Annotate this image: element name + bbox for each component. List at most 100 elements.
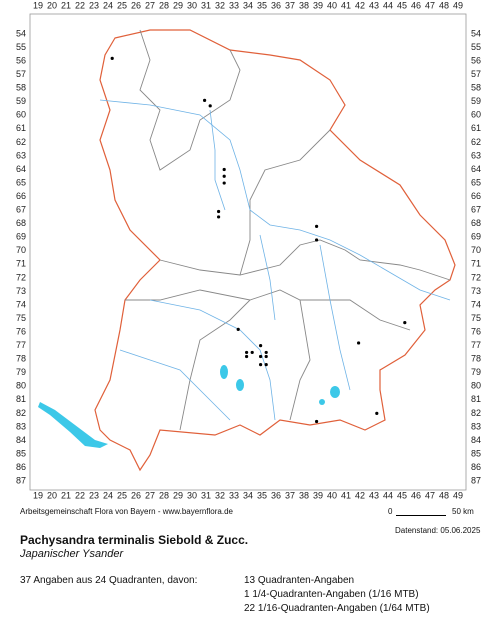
scale-bar xyxy=(396,515,446,516)
x-label-bottom: 48 xyxy=(439,490,449,500)
y-label-left: 83 xyxy=(16,421,26,431)
y-label-right: 85 xyxy=(471,448,481,458)
occurrence-point xyxy=(203,98,207,102)
subtitle: Japanischer Ysander xyxy=(20,548,124,560)
x-label-top: 21 xyxy=(61,0,71,10)
x-label-bottom: 27 xyxy=(145,490,155,500)
x-label-bottom: 47 xyxy=(425,490,435,500)
x-label-top: 39 xyxy=(313,0,323,10)
occurrence-point xyxy=(110,56,114,60)
x-label-top: 28 xyxy=(159,0,169,10)
scale-start: 0 xyxy=(388,507,393,516)
detail: 1 1/4-Quadranten-Angaben (1/16 MTB) xyxy=(244,589,419,600)
summary: 37 Angaben aus 24 Quadranten, davon: xyxy=(20,575,198,586)
y-label-left: 87 xyxy=(16,476,26,486)
y-label-right: 80 xyxy=(471,381,481,391)
occurrence-point xyxy=(259,344,263,348)
y-label-right: 86 xyxy=(471,462,481,472)
occurrence-point xyxy=(245,350,249,355)
x-label-top: 26 xyxy=(131,0,141,10)
y-label-left: 54 xyxy=(16,28,26,38)
map: 19 19 20 20 21 21 22 22 23 23 24 24 25 25 26 26 27 27 28 28… xyxy=(16,0,481,500)
occurrence-point xyxy=(217,209,221,214)
x-label-top: 20 xyxy=(47,0,57,10)
x-label-bottom: 36 xyxy=(271,490,281,500)
x-label-bottom: 33 xyxy=(229,490,239,500)
x-label-top: 19 xyxy=(33,0,43,10)
x-label-bottom: 23 xyxy=(89,490,99,500)
x-label-bottom: 22 xyxy=(75,490,85,500)
y-label-right: 57 xyxy=(471,69,481,79)
x-label-top: 44 xyxy=(383,0,393,10)
y-label-left: 80 xyxy=(16,381,26,391)
district-borders xyxy=(125,29,451,431)
y-label-left: 59 xyxy=(16,96,26,106)
x-label-bottom: 30 xyxy=(187,490,197,500)
y-label-left: 55 xyxy=(16,42,26,52)
occurrence-point xyxy=(236,327,240,331)
y-label-right: 61 xyxy=(471,123,481,133)
y-label-left: 63 xyxy=(16,150,26,160)
y-label-right: 67 xyxy=(471,205,481,215)
x-label-top: 43 xyxy=(369,0,379,10)
y-label-right: 77 xyxy=(471,340,481,350)
x-label-bottom: 25 xyxy=(117,490,127,500)
x-label-top: 41 xyxy=(341,0,351,10)
y-label-left: 73 xyxy=(16,286,26,296)
occurrence-point xyxy=(259,363,263,367)
x-label-bottom: 21 xyxy=(61,490,71,500)
y-label-right: 64 xyxy=(471,164,481,174)
y-label-right: 83 xyxy=(471,421,481,431)
y-label-right: 73 xyxy=(471,286,481,296)
x-label-bottom: 34 xyxy=(243,490,253,500)
y-label-right: 79 xyxy=(471,367,481,377)
y-label-right: 66 xyxy=(471,191,481,201)
y-label-left: 69 xyxy=(16,232,26,242)
y-label-right: 56 xyxy=(471,55,481,65)
x-label-bottom: 28 xyxy=(159,490,169,500)
y-label-right: 81 xyxy=(471,394,481,404)
y-label-right: 69 xyxy=(471,232,481,242)
x-label-top: 42 xyxy=(355,0,365,10)
y-label-right: 76 xyxy=(471,326,481,336)
y-label-left: 57 xyxy=(16,69,26,79)
y-label-left: 82 xyxy=(16,408,26,418)
x-label-top: 24 xyxy=(103,0,113,10)
x-label-top: 25 xyxy=(117,0,127,10)
x-label-bottom: 24 xyxy=(103,490,113,500)
y-label-left: 71 xyxy=(16,259,26,269)
y-label-left: 86 xyxy=(16,462,26,472)
y-label-right: 55 xyxy=(471,42,481,52)
occurrence-point xyxy=(245,354,249,359)
x-label-top: 33 xyxy=(229,0,239,10)
x-label-bottom: 42 xyxy=(355,490,365,500)
x-label-top: 49 xyxy=(453,0,463,10)
x-label-top: 36 xyxy=(271,0,281,10)
x-label-bottom: 41 xyxy=(341,490,351,500)
y-label-left: 76 xyxy=(16,326,26,336)
occurrence-point xyxy=(217,215,221,219)
x-label-top: 29 xyxy=(173,0,183,10)
y-label-right: 78 xyxy=(471,354,481,364)
lakes xyxy=(38,365,340,448)
x-label-top: 47 xyxy=(425,0,435,10)
y-label-left: 78 xyxy=(16,354,26,364)
y-label-right: 68 xyxy=(471,218,481,228)
x-label-top: 46 xyxy=(411,0,421,10)
x-label-bottom: 32 xyxy=(215,490,225,500)
occurrence-point xyxy=(264,350,268,355)
occurrence-point xyxy=(375,411,379,415)
y-label-left: 65 xyxy=(16,177,26,187)
occurrence-point xyxy=(264,363,268,367)
y-label-right: 58 xyxy=(471,83,481,93)
x-label-bottom: 20 xyxy=(47,490,57,500)
x-label-bottom: 19 xyxy=(33,490,43,500)
x-label-bottom: 37 xyxy=(285,490,295,500)
x-label-top: 34 xyxy=(243,0,253,10)
y-label-right: 75 xyxy=(471,313,481,323)
y-label-left: 70 xyxy=(16,245,26,255)
y-label-left: 62 xyxy=(16,137,26,147)
detail: 22 1/16-Quadranten-Angaben (1/64 MTB) xyxy=(244,603,430,614)
x-label-top: 40 xyxy=(327,0,337,10)
x-label-bottom: 49 xyxy=(453,490,463,500)
